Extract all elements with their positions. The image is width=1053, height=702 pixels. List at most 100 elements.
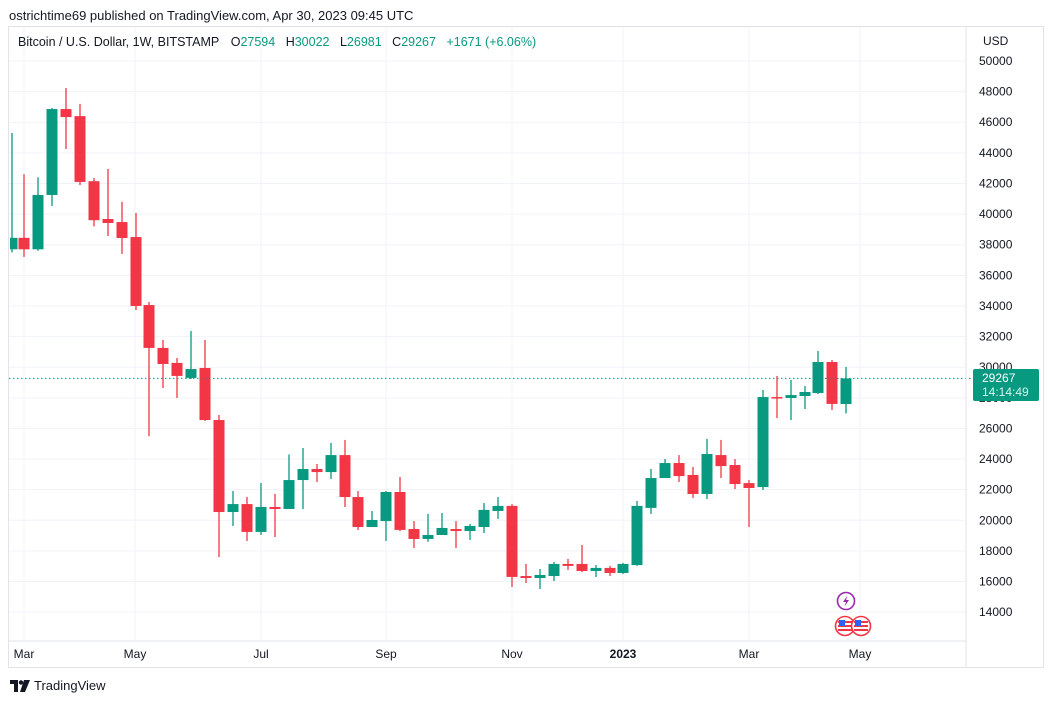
candle [812, 361, 824, 394]
candle [548, 563, 560, 577]
candle [771, 397, 783, 399]
candle [506, 505, 518, 577]
candle [185, 369, 197, 378]
candle [394, 491, 406, 530]
candle [450, 529, 462, 532]
candle [88, 181, 100, 221]
candle [283, 480, 295, 509]
price-tick: 14000 [979, 605, 1013, 619]
tradingview-logo-icon [10, 679, 30, 692]
price-tick: 18000 [979, 544, 1013, 558]
last-price-tag: 29267 14:14:49 [973, 369, 1039, 401]
change-value: +1671 (+6.06%) [446, 35, 537, 49]
candle [715, 455, 727, 467]
price-tick: 36000 [979, 268, 1013, 282]
high-value: 30022 [294, 35, 330, 49]
candle [130, 237, 142, 306]
price-tick: 34000 [979, 299, 1013, 313]
published-line: ostrichtime69 published on TradingView.c… [9, 8, 414, 23]
candle [213, 420, 225, 513]
time-axis[interactable]: Mar May Jul Sep Nov 2023 Mar May [14, 647, 872, 661]
time-tick: 2023 [610, 647, 637, 661]
lightning-icon[interactable] [836, 591, 856, 616]
candle [436, 527, 448, 535]
price-tick: 50000 [979, 54, 1013, 68]
low-value: 26981 [346, 35, 382, 49]
candle [478, 509, 490, 528]
candle [366, 519, 378, 528]
candle [352, 497, 364, 528]
price-tick: 22000 [979, 483, 1013, 497]
chart-legend: Bitcoin / U.S. Dollar, 1W, BITSTAMP O275… [18, 35, 543, 49]
candle [74, 116, 86, 182]
candle [102, 218, 114, 223]
high-label: H [285, 35, 295, 49]
candle [32, 194, 44, 250]
symbol-title: Bitcoin / U.S. Dollar, 1W, BITSTAMP [18, 35, 220, 49]
candle [143, 305, 155, 348]
price-tick: 38000 [979, 238, 1013, 252]
grid-lines [9, 27, 966, 642]
time-tick: Mar [14, 647, 35, 661]
candle [171, 362, 183, 376]
candle [840, 378, 852, 405]
tradingview-brand: TradingView [34, 678, 106, 693]
candle [199, 367, 211, 421]
price-tick: 42000 [979, 176, 1013, 190]
time-tick: Jul [253, 647, 268, 661]
price-tick: 40000 [979, 207, 1013, 221]
candle [576, 563, 588, 571]
candle [673, 463, 685, 477]
candle [380, 491, 392, 522]
tradingview-logo[interactable]: TradingView [10, 678, 106, 693]
candle [743, 483, 755, 488]
candle [785, 395, 797, 398]
candle [227, 504, 239, 513]
time-tick: Nov [501, 647, 522, 661]
open-label: O [230, 35, 241, 49]
price-axis[interactable]: 1400016000180002000022000240002600028000… [979, 34, 1013, 619]
candle [311, 469, 323, 473]
candle [339, 455, 351, 498]
candle [46, 109, 58, 195]
candle [659, 463, 671, 479]
candle [10, 237, 18, 250]
chart-frame[interactable] [8, 26, 1044, 668]
candle [60, 109, 72, 118]
price-tick: 44000 [979, 146, 1013, 160]
candle [757, 397, 769, 488]
candle [534, 574, 546, 579]
price-tick: 48000 [979, 85, 1013, 99]
us-flag-icon[interactable] [834, 615, 874, 642]
price-tick: 20000 [979, 513, 1013, 527]
candle [590, 567, 602, 571]
time-tick: Sep [375, 647, 397, 661]
candle [255, 506, 267, 532]
time-tick: May [124, 647, 147, 661]
candle [520, 576, 532, 579]
candle [687, 474, 699, 494]
candle [617, 563, 629, 573]
candle [645, 478, 657, 508]
price-tick: 32000 [979, 330, 1013, 344]
candle [604, 567, 616, 573]
price-tick: 16000 [979, 575, 1013, 589]
candle [492, 505, 504, 511]
bar-countdown: 14:14:49 [982, 385, 1029, 399]
candle [18, 237, 30, 250]
price-tick: 46000 [979, 115, 1013, 129]
candle [631, 505, 643, 566]
candle [157, 347, 169, 364]
candles [10, 87, 852, 590]
time-tick: Mar [739, 647, 760, 661]
candle [422, 534, 434, 539]
price-tick: 24000 [979, 452, 1013, 466]
candle [464, 525, 476, 532]
close-label: C [392, 35, 402, 49]
last-price-value: 29267 [982, 371, 1016, 385]
low-label: L [339, 35, 347, 49]
open-value: 27594 [240, 35, 276, 49]
price-tick: 26000 [979, 421, 1013, 435]
currency-label: USD [983, 34, 1009, 48]
